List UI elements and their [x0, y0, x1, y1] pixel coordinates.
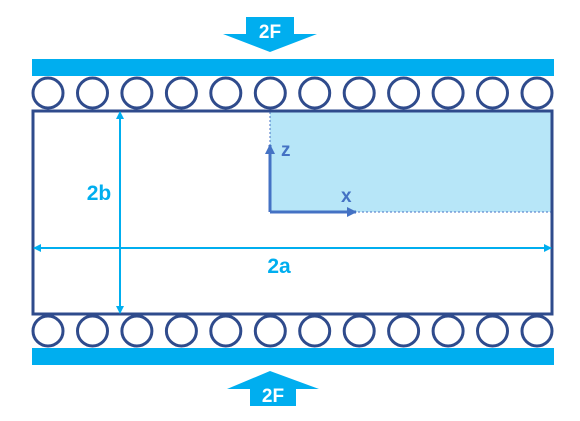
- top-roller: [387, 76, 421, 110]
- bottom-roller: [164, 314, 198, 348]
- plate-frame: [31, 109, 554, 316]
- top-force-arrow-shape: [223, 17, 317, 52]
- top-roller: [120, 76, 154, 110]
- bottom-roller-row: [31, 314, 554, 348]
- top-force-arrow: 2F: [223, 17, 317, 52]
- top-roller: [31, 76, 65, 110]
- top-roller: [253, 76, 287, 110]
- bottom-force-arrow-shape: [227, 371, 319, 406]
- bottom-roller: [253, 314, 287, 348]
- bottom-roller: [342, 314, 376, 348]
- bottom-force-arrow: 2F: [227, 371, 319, 407]
- top-roller: [342, 76, 376, 110]
- bottom-roller: [476, 314, 509, 348]
- bottom-roller: [209, 314, 243, 348]
- x-axis-label: x: [341, 186, 352, 207]
- top-roller: [164, 76, 198, 110]
- bottom-roller: [31, 314, 65, 348]
- top-plate: [32, 59, 554, 76]
- bottom-roller: [431, 314, 465, 348]
- bottom-force-label: 2F: [262, 386, 284, 407]
- top-roller: [431, 76, 465, 110]
- bottom-roller: [387, 314, 421, 348]
- top-roller: [476, 76, 509, 110]
- height-dimension-label: 2b: [87, 182, 112, 205]
- bottom-plate: [32, 348, 554, 365]
- bottom-roller: [520, 314, 554, 348]
- top-roller: [520, 76, 554, 110]
- width-dimension-label: 2a: [267, 255, 291, 278]
- top-roller: [209, 76, 243, 110]
- top-roller: [298, 76, 332, 110]
- bottom-roller: [298, 314, 332, 348]
- bottom-roller: [120, 314, 154, 348]
- quadrant-region: [270, 112, 551, 212]
- top-roller: [76, 76, 109, 110]
- bottom-roller: [76, 314, 109, 348]
- z-axis-label: z: [281, 140, 291, 161]
- top-force-label: 2F: [259, 22, 281, 43]
- top-roller-row: [31, 76, 554, 110]
